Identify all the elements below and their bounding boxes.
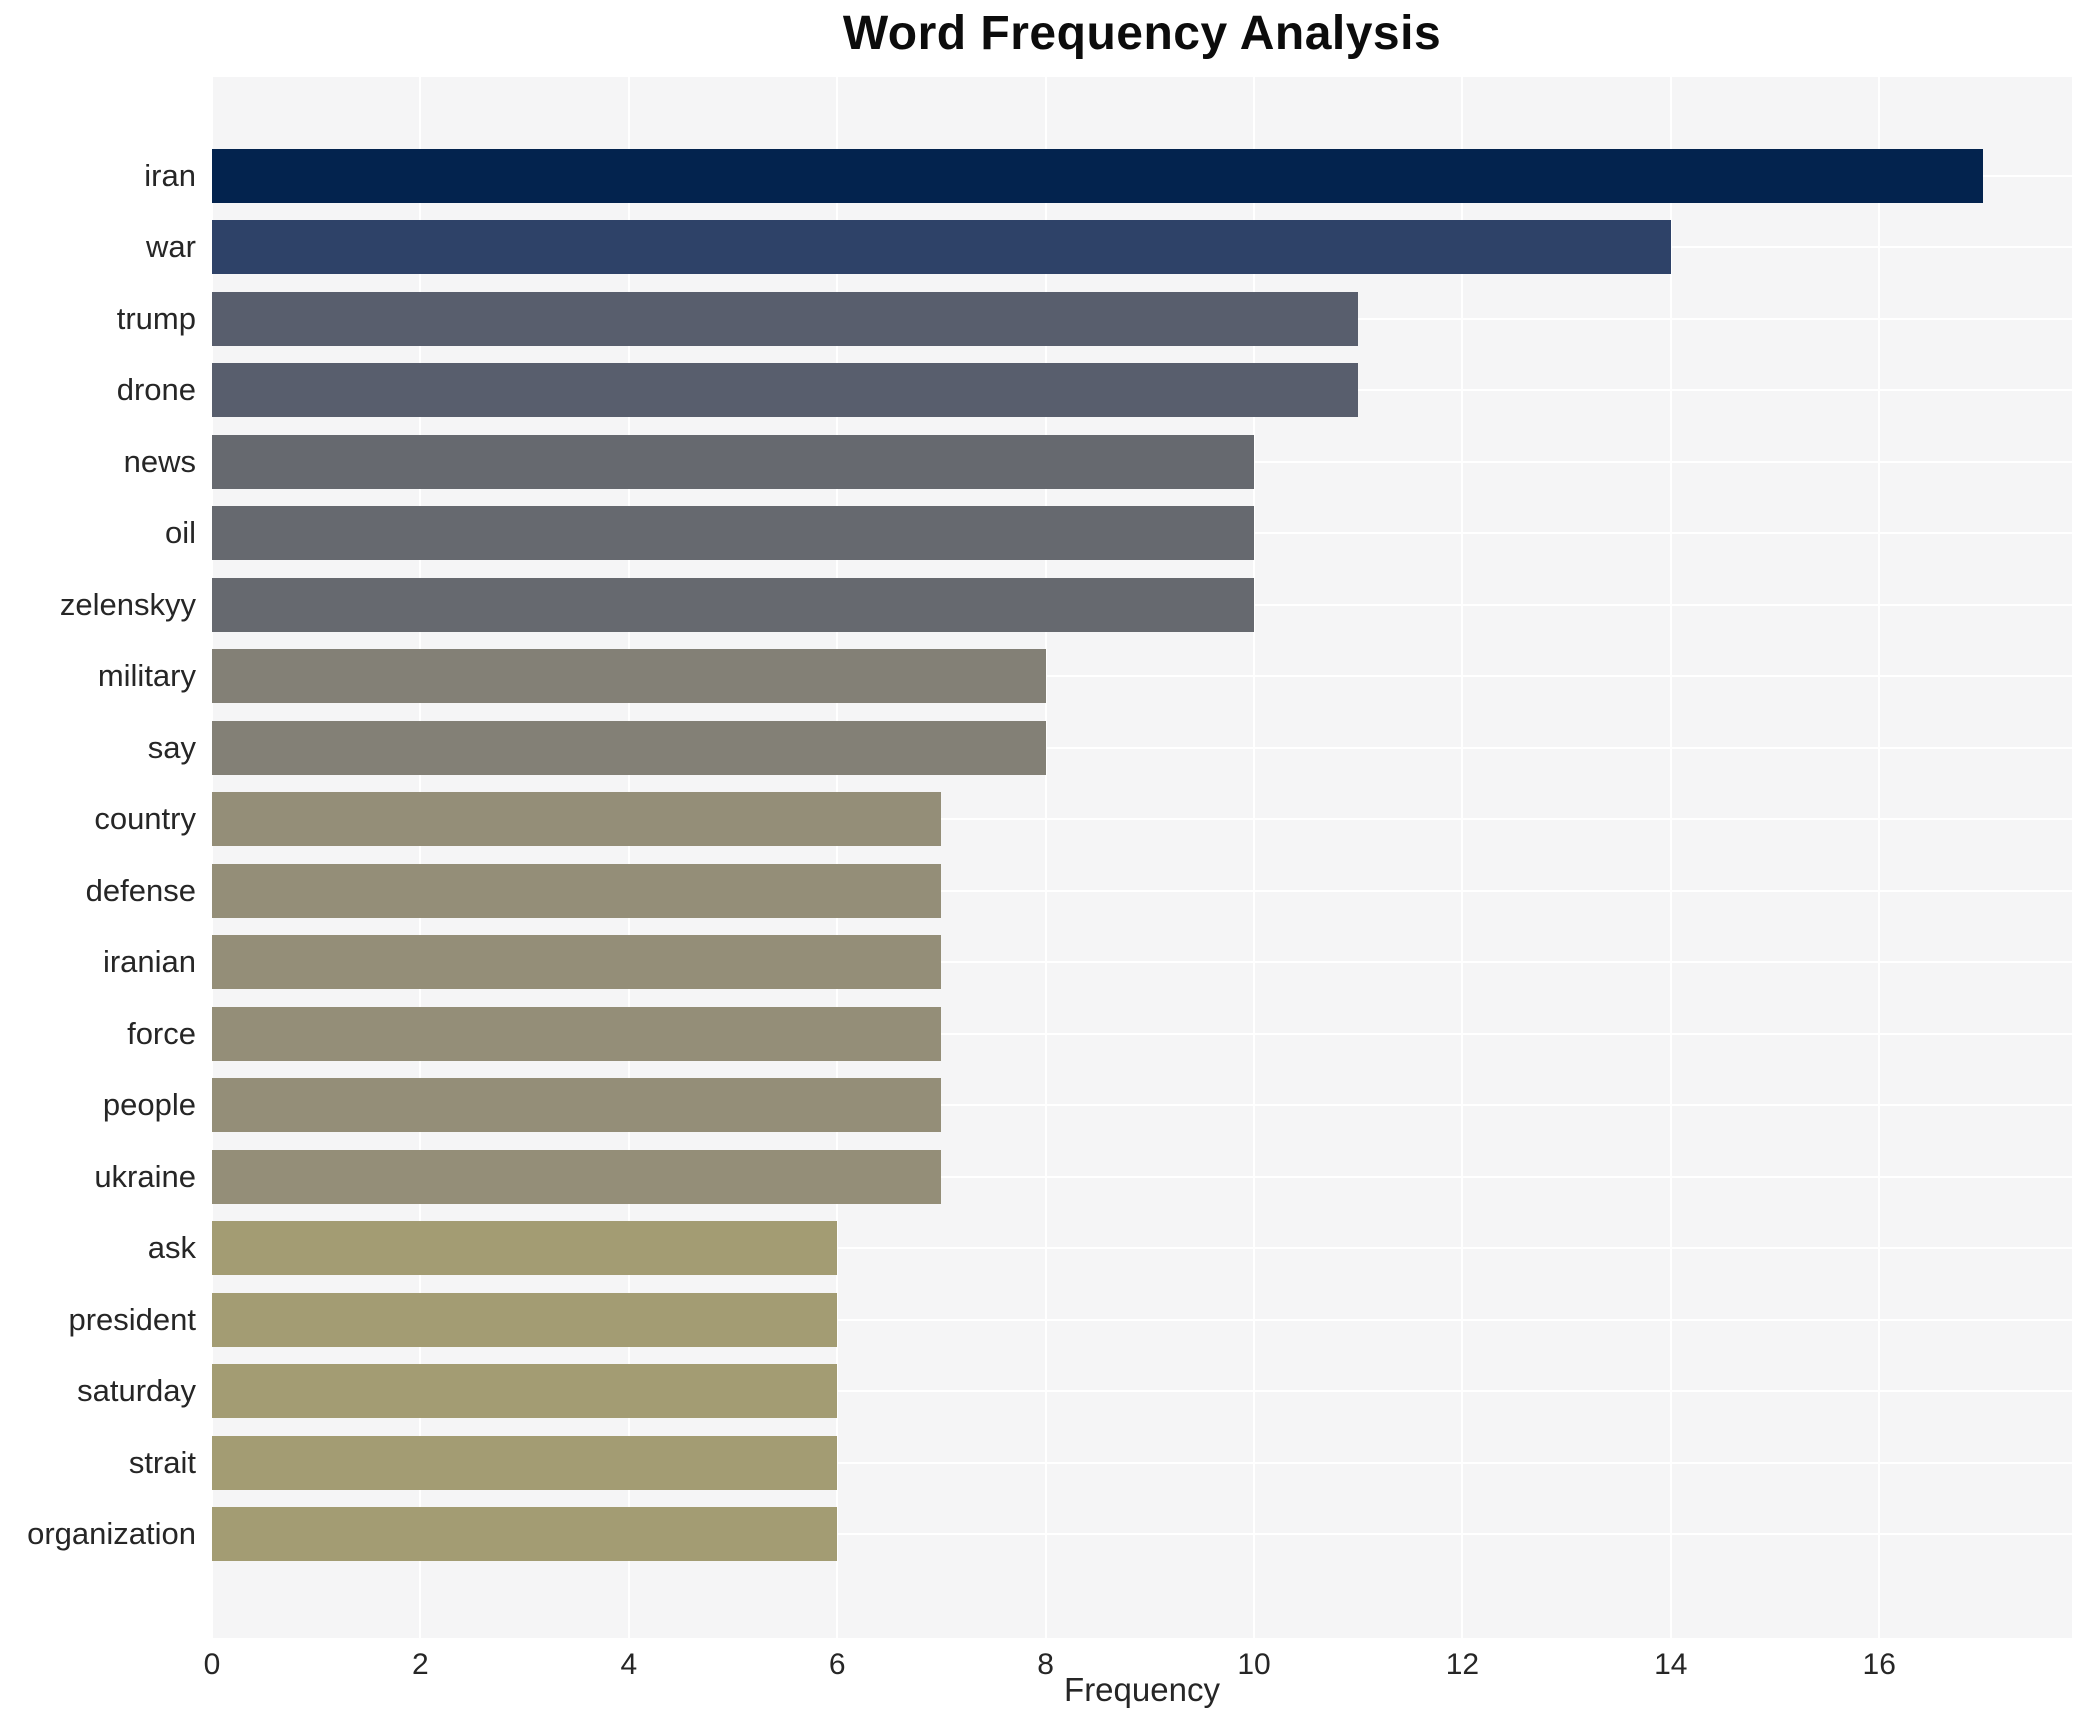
category-label: president (68, 1301, 196, 1337)
y-gridline (212, 746, 2072, 749)
x-gridline (211, 77, 213, 1638)
category-label: ukraine (94, 1158, 196, 1194)
x-tick-label: 2 (412, 1648, 429, 1681)
y-gridline (212, 1175, 2072, 1178)
plot-area: iran war trump drone news oil zelenskyy militar… (27, 77, 2072, 1638)
category-label: organization (27, 1516, 196, 1552)
bar-war (212, 220, 1671, 275)
x-gridline (1878, 77, 1881, 1638)
bar-iranian (212, 935, 942, 990)
bar-ukraine (212, 1149, 942, 1204)
y-gridline (212, 1390, 2072, 1393)
bar-row: war (146, 212, 2072, 284)
bar-row: country (94, 784, 2072, 856)
bar-president (212, 1292, 838, 1347)
bar-news (212, 434, 1255, 489)
bar-say (212, 720, 1046, 775)
bar-row: oil (165, 498, 2072, 570)
category-label: drone (116, 372, 196, 408)
bar-row: iran (144, 140, 2072, 212)
bar-ask (212, 1221, 838, 1276)
x-gridline (1044, 77, 1047, 1638)
x-gridline (836, 77, 839, 1638)
category-label: country (94, 801, 196, 837)
y-gridline (212, 1318, 2072, 1321)
bar-row: military (98, 641, 2072, 713)
category-label: strait (128, 1444, 196, 1480)
x-tick-label: 8 (1037, 1648, 1054, 1681)
y-gridline (212, 1461, 2072, 1464)
category-label: say (147, 729, 196, 765)
y-gridline (212, 1104, 2072, 1107)
y-gridline (212, 889, 2072, 892)
bar-iran (212, 148, 1984, 203)
x-tick-label: 12 (1445, 1648, 1480, 1681)
category-label: saturday (77, 1373, 196, 1409)
y-gridline (212, 961, 2072, 964)
bar-row: news (124, 426, 2072, 498)
category-label: war (146, 229, 196, 265)
x-tick-label: 14 (1654, 1648, 1688, 1681)
category-label: trump (116, 300, 196, 336)
bar-zelenskyy (212, 577, 1255, 632)
x-gridline (419, 77, 422, 1638)
chart-title: Word Frequency Analysis (842, 7, 1442, 60)
bar-trump (212, 291, 1359, 346)
x-gridline (627, 77, 630, 1638)
bar-row: saturday (77, 1356, 2072, 1428)
bar-row: zelenskyy (60, 569, 2072, 641)
category-label: people (102, 1087, 196, 1123)
bar-military (212, 649, 1046, 704)
category-label: iranian (102, 944, 196, 980)
x-gridline (1253, 77, 1256, 1638)
x-gridline (1461, 77, 1464, 1638)
category-label: news (123, 443, 196, 479)
category-label: iran (144, 157, 196, 193)
bar-row: people (103, 1070, 2072, 1142)
x-tick-label: 6 (828, 1648, 846, 1681)
bar-row: iranian (103, 927, 2072, 999)
category-label: ask (147, 1230, 196, 1266)
y-gridline (212, 1533, 2072, 1536)
x-tick-label: 16 (1862, 1648, 1896, 1681)
y-gridline (212, 1032, 2072, 1035)
bar-row: strait (129, 1427, 2072, 1499)
x-tick-label: 4 (620, 1648, 638, 1681)
bar-row: organization (27, 1499, 2072, 1571)
category-label: force (127, 1015, 196, 1051)
y-gridline (212, 818, 2072, 821)
bar-saturday (212, 1364, 838, 1419)
bar-oil (212, 506, 1255, 561)
bar-rows: iran war trump drone news oil zelenskyy militar… (27, 140, 2072, 1571)
x-tick-label: 10 (1237, 1648, 1271, 1681)
x-gridline (1669, 77, 1672, 1638)
bar-force (212, 1006, 942, 1061)
bar-row: defense (86, 855, 2072, 927)
bar-row: ask (148, 1213, 2072, 1285)
bar-row: drone (117, 355, 2072, 427)
bar-organization (212, 1507, 838, 1562)
bar-row: say (148, 712, 2072, 784)
category-label: oil (164, 515, 196, 551)
bar-drone (212, 363, 1359, 418)
bar-country (212, 792, 942, 847)
category-label: defense (85, 872, 196, 908)
bar-row: president (68, 1284, 2072, 1356)
bar-row: trump (117, 283, 2072, 355)
x-axis-label: Frequency (1064, 1671, 1220, 1708)
y-gridline (212, 675, 2072, 678)
bar-strait (212, 1435, 838, 1490)
bar-row: force (127, 998, 2072, 1070)
bar-row: ukraine (94, 1141, 2072, 1213)
y-gridline (212, 1247, 2072, 1250)
category-label: military (97, 658, 196, 694)
bar-people (212, 1078, 942, 1133)
bar-defense (212, 863, 942, 918)
x-tick-label: 0 (203, 1648, 221, 1681)
category-label: zelenskyy (59, 586, 196, 622)
x-axis-ticks: 0 2 4 6 8 10 12 14 16 (204, 1648, 2072, 1684)
